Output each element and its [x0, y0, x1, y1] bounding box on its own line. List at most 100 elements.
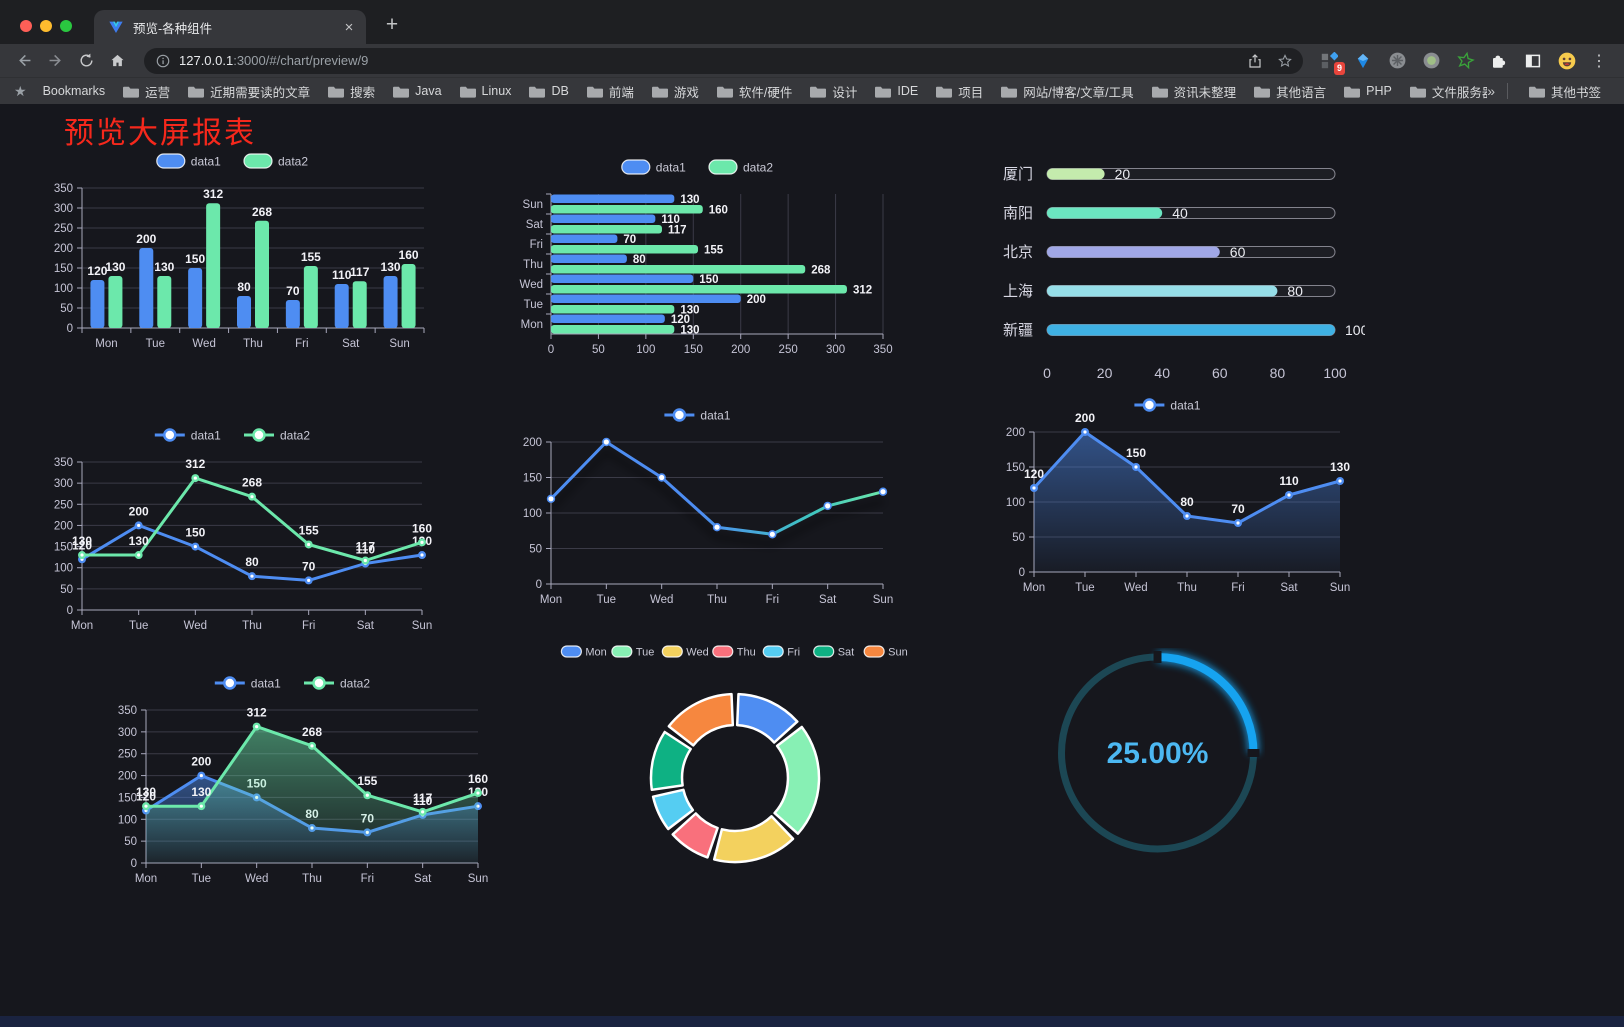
close-window-button[interactable]	[20, 20, 32, 32]
svg-text:70: 70	[1231, 502, 1245, 516]
share-icon[interactable]	[1247, 53, 1263, 69]
svg-text:北京: 北京	[1003, 244, 1033, 261]
svg-text:Sun: Sun	[888, 646, 908, 658]
svg-text:150: 150	[1006, 462, 1025, 474]
svg-text:268: 268	[242, 476, 262, 490]
svg-text:250: 250	[779, 344, 798, 356]
reader-extension-icon[interactable]	[1520, 48, 1546, 74]
city-progress-chart: 厦门 20 南阳 40 北京 60 上海 80 新疆 100 0 20 40 60 80 100	[995, 156, 1369, 391]
gem-extension-icon[interactable]	[1350, 48, 1376, 74]
bookmark-folder-item[interactable]: 资讯未整理	[1143, 79, 1246, 104]
svg-text:350: 350	[118, 705, 137, 717]
svg-text:120: 120	[72, 538, 92, 552]
knot-extension-icon[interactable]	[1384, 48, 1410, 74]
bookmark-folder-item[interactable]: 文件服务器	[1401, 79, 1487, 104]
url-bar[interactable]: 127.0.0.1:3000/#/chart/preview/9	[144, 47, 1303, 74]
bookmark-folder-item[interactable]: 软件/硬件	[708, 79, 801, 104]
new-tab-button[interactable]: +	[385, 13, 399, 36]
folder-icon	[1344, 86, 1361, 98]
two-series-line-chart: data1 data2 0 50 100 150 200 250 300 350 Mon Tue Wed…	[36, 422, 436, 652]
bookmark-folder-item[interactable]: 搜索	[319, 79, 384, 104]
menu-icon[interactable]: ⋮	[1591, 52, 1607, 70]
other-bookmarks-item[interactable]: 其他书签	[1520, 79, 1610, 104]
svg-text:100: 100	[1323, 365, 1347, 381]
svg-text:100: 100	[523, 508, 542, 520]
bookmark-folder-item[interactable]: 游戏	[643, 79, 708, 104]
puzzle-extension-icon[interactable]	[1486, 48, 1512, 74]
svg-text:新疆: 新疆	[1003, 322, 1033, 339]
svg-text:Tue: Tue	[146, 338, 165, 350]
svg-text:200: 200	[1006, 427, 1025, 439]
home-button[interactable]	[103, 48, 131, 74]
emoji-extension-icon[interactable]	[1554, 48, 1580, 74]
bookmark-folder-item[interactable]: 运营	[114, 79, 179, 104]
svg-text:Wed: Wed	[650, 594, 673, 606]
forward-button[interactable]	[41, 48, 69, 74]
gauge-chart: 25.00%	[1050, 648, 1265, 868]
svg-text:data2: data2	[278, 154, 308, 168]
svg-text:Sun: Sun	[523, 199, 543, 211]
svg-text:110: 110	[356, 542, 376, 556]
bookmark-folder-item[interactable]: DB	[520, 81, 577, 101]
svg-text:Thu: Thu	[707, 594, 727, 606]
svg-text:312: 312	[185, 457, 205, 471]
maximize-window-button[interactable]	[60, 20, 72, 32]
folder-icon	[328, 86, 345, 98]
svg-text:160: 160	[412, 521, 432, 535]
svg-text:70: 70	[286, 284, 300, 298]
green-star-icon	[1456, 51, 1475, 70]
grid-extension-icon[interactable]: 9	[1316, 48, 1345, 75]
svg-text:Wed: Wed	[520, 279, 543, 291]
star-extension-icon[interactable]	[1452, 48, 1478, 74]
horizontal-bar-chart: data1 data2 0 50 100 150 200 250 300 350 Sun 130 160…	[505, 154, 897, 374]
bookmarks-overflow-chevron[interactable]: »	[1487, 83, 1495, 99]
svg-text:60: 60	[1230, 244, 1246, 260]
bookmark-folder-item[interactable]: Linux	[451, 81, 521, 101]
svg-text:160: 160	[468, 772, 488, 786]
svg-text:data1: data1	[656, 160, 686, 174]
svg-text:Thu: Thu	[243, 338, 263, 350]
browser-tab[interactable]: 预览-各种组件 ×	[94, 10, 366, 44]
bookmark-folder-item[interactable]: 设计	[801, 79, 866, 104]
bookmark-folder-item[interactable]: PHP	[1335, 81, 1401, 101]
single-area-chart: data1 0 50 100 150 200 Mon Tue Wed Thu Fri Sat Sun 12…	[988, 392, 1354, 614]
bookmark-folder-item[interactable]: Java	[384, 81, 450, 101]
svg-text:Fri: Fri	[302, 620, 315, 632]
bookmark-folder-item[interactable]: 网站/博客/文章/工具	[992, 79, 1142, 104]
bookmark-folder-item[interactable]: 项目	[927, 79, 992, 104]
svg-text:0: 0	[1043, 365, 1051, 381]
reload-button[interactable]	[72, 48, 100, 74]
svg-text:350: 350	[54, 183, 73, 195]
svg-text:350: 350	[873, 344, 892, 356]
svg-text:200: 200	[1075, 411, 1095, 425]
svg-text:130: 130	[680, 194, 699, 206]
svg-text:100: 100	[54, 563, 73, 575]
svg-text:data2: data2	[280, 428, 310, 442]
folder-icon	[936, 86, 953, 98]
svg-text:80: 80	[633, 254, 646, 266]
other-bookmarks-label: 其他书签	[1550, 85, 1601, 100]
svg-text:250: 250	[54, 223, 73, 235]
bookmark-folder-item[interactable]: IDE	[866, 81, 927, 101]
svg-text:Wed: Wed	[184, 620, 207, 632]
svg-text:Sat: Sat	[357, 620, 375, 632]
svg-text:0: 0	[536, 579, 542, 591]
tab-close-icon[interactable]: ×	[344, 18, 354, 36]
bookmarks-label-item[interactable]: Bookmarks	[34, 81, 115, 101]
minimize-window-button[interactable]	[40, 20, 52, 32]
svg-text:80: 80	[1180, 495, 1194, 509]
bookmark-folder-item[interactable]: 近期需要读的文章	[179, 79, 319, 104]
svg-text:Sat: Sat	[526, 219, 544, 231]
puzzle-icon	[1493, 55, 1506, 68]
back-button[interactable]	[10, 48, 38, 74]
svg-text:data1: data1	[191, 154, 221, 168]
svg-text:data1: data1	[1170, 398, 1200, 412]
bookmark-star-icon[interactable]	[1277, 53, 1293, 69]
svg-text:200: 200	[191, 755, 211, 769]
svg-text:150: 150	[523, 473, 542, 485]
url-host: 127.0.0.1	[179, 53, 234, 68]
record-extension-icon[interactable]	[1418, 48, 1444, 74]
bookmark-folder-item[interactable]: 前端	[578, 79, 643, 104]
svg-text:130: 130	[129, 534, 149, 548]
bookmark-folder-item[interactable]: 其他语言	[1245, 79, 1335, 104]
